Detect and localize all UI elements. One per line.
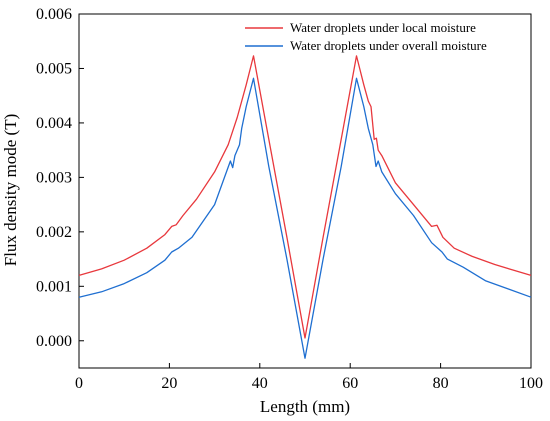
y-tick-label: 0.004 [36, 115, 72, 132]
y-tick-label: 0.005 [36, 60, 72, 77]
x-tick-label: 20 [161, 375, 177, 392]
x-axis: 0 20 40 60 80 100 [75, 363, 543, 392]
x-axis-title: Length (mm) [260, 397, 350, 416]
y-tick-label: 0.002 [36, 224, 72, 241]
y-axis: 0.000 0.001 0.002 0.003 0.004 0.005 0.006 [36, 6, 84, 350]
plot-frame [78, 13, 532, 369]
series-line-local-moisture [78, 55, 532, 339]
y-tick-label: 0.001 [36, 278, 72, 295]
legend-label: Water droplets under local moisture [290, 20, 476, 35]
y-tick-label: 0.000 [36, 333, 72, 350]
y-axis-title: Flux density mode (T) [1, 114, 20, 267]
series-layer [78, 55, 532, 359]
x-tick-label: 100 [519, 375, 543, 392]
x-tick-label: 0 [75, 375, 83, 392]
series-line-overall-moisture [78, 77, 532, 359]
y-tick-label: 0.006 [36, 6, 72, 23]
y-tick-label: 0.003 [36, 169, 72, 186]
x-tick-label: 80 [433, 375, 449, 392]
x-tick-label: 40 [252, 375, 268, 392]
legend: Water droplets under local moisture Water… [245, 20, 487, 53]
x-tick-label: 60 [342, 375, 358, 392]
legend-label: Water droplets under overall moisture [290, 38, 487, 53]
